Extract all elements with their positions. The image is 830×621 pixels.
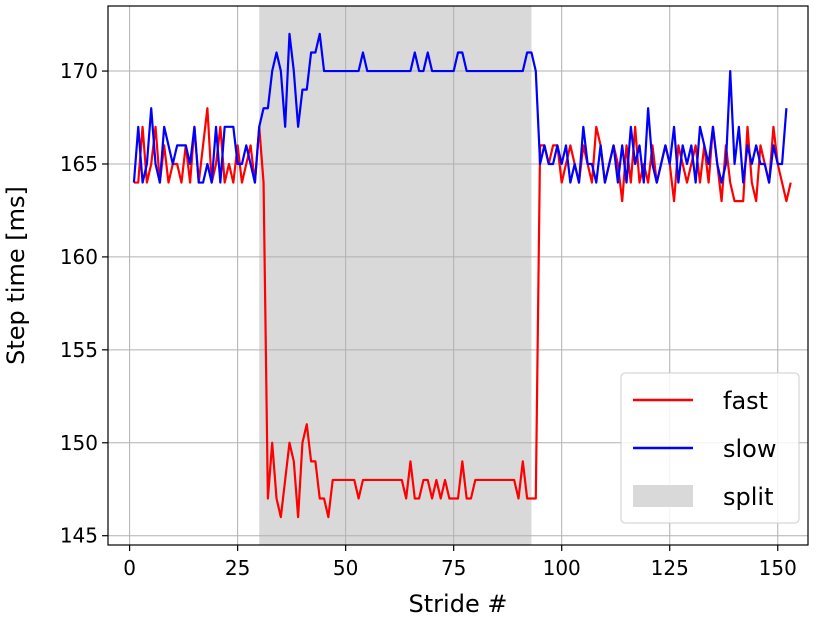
y-tick-label: 150 — [60, 431, 98, 455]
x-tick-label: 150 — [759, 556, 797, 580]
legend-label-slow: slow — [723, 435, 776, 463]
x-axis-label: Stride # — [409, 590, 508, 618]
x-tick-label: 50 — [333, 556, 358, 580]
legend: fast slow split — [620, 372, 800, 524]
series-line-slow — [132, 32, 788, 184]
y-tick-label: 170 — [60, 59, 98, 83]
x-tick-label: 0 — [123, 556, 136, 580]
legend-swatch-split — [633, 485, 693, 507]
ticks-layer: 0 25 50 75 100 125 150 145 150 155 160 165 170 — [60, 59, 797, 580]
legend-label-split: split — [723, 483, 773, 511]
legend-label-fast: fast — [723, 387, 768, 415]
split-region-layer — [259, 6, 532, 545]
y-tick-label: 145 — [60, 524, 98, 548]
plot-frame — [107, 5, 809, 546]
x-tick-label: 100 — [543, 556, 581, 580]
split-region — [259, 6, 532, 545]
x-tick-label: 25 — [225, 556, 250, 580]
x-tick-label: 125 — [651, 556, 689, 580]
series-layer — [132, 32, 792, 519]
y-tick-label: 160 — [60, 245, 98, 269]
y-tick-label: 155 — [60, 338, 98, 362]
grid-layer — [108, 6, 808, 545]
y-tick-label: 165 — [60, 152, 98, 176]
x-tick-label: 75 — [441, 556, 466, 580]
y-axis-label: Step time [ms] — [2, 186, 30, 365]
